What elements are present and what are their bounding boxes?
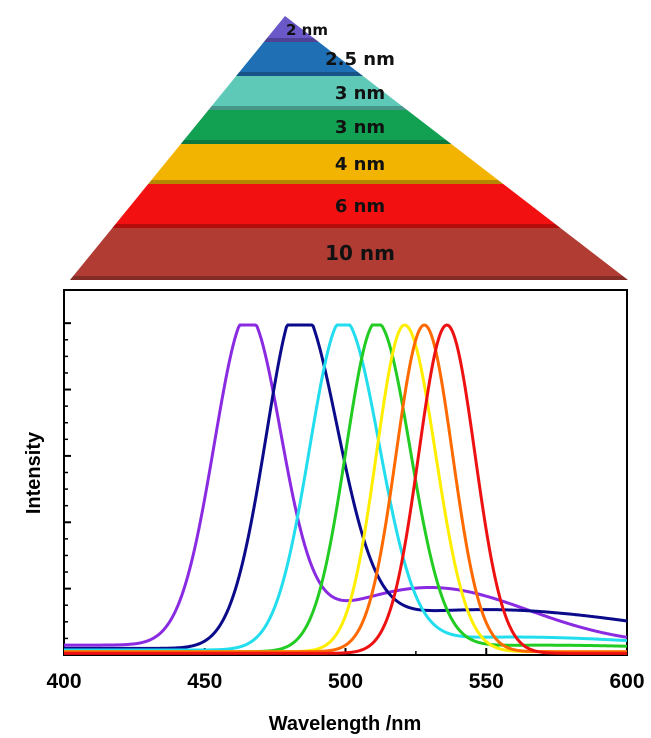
pyramid-layer-shadow — [112, 224, 561, 228]
x-tick-label: 500 — [328, 670, 363, 693]
pyramid-layer-shadow — [236, 72, 363, 76]
pyramid-layer-shadow — [263, 38, 319, 42]
spectrum-line — [64, 323, 628, 650]
x-axis-label: Wavelength /nm — [269, 713, 422, 735]
spectrum-line — [64, 323, 628, 652]
spectra-curves — [64, 323, 628, 655]
pyramid-layer-band — [70, 228, 628, 280]
pyramid-layer-label: 2.5 nm — [325, 49, 395, 70]
pyramid-layer-label: 2 nm — [286, 21, 328, 39]
pyramid-layer-label: 6 nm — [335, 196, 385, 217]
spectrum-line — [64, 323, 627, 655]
emission-spectra-chart: 400 450 500 550 600 Wavelength /nm Intensity — [23, 289, 645, 735]
pyramid-layer-band — [208, 76, 408, 110]
pyramid-layer-label: 3 nm — [335, 83, 385, 104]
pyramid-layer-label: 4 nm — [335, 154, 385, 175]
nanocrystal-size-pyramid: 2 nm 2.5 nm 3 nm 3 nm 4 nm 6 nm 10 nm — [70, 16, 628, 280]
pyramid-layer-shadow — [208, 106, 408, 110]
x-axis-ticks: 400 450 500 550 600 — [46, 648, 645, 693]
spectrum-line — [64, 323, 627, 654]
pyramid-layer-band — [180, 110, 452, 144]
x-tick-label: 550 — [469, 670, 504, 693]
x-tick-label: 400 — [46, 670, 81, 693]
pyramid-layer: 2.5 nm — [236, 42, 395, 76]
pyramid-layer: 4 nm — [148, 144, 504, 184]
pyramid-layer-label: 10 nm — [325, 241, 395, 265]
pyramid-layer-band — [148, 144, 504, 184]
pyramid-layer: 3 nm — [208, 76, 408, 110]
pyramid-layer-label: 3 nm — [335, 117, 385, 138]
pyramid-layer: 2 nm — [263, 16, 328, 42]
y-axis-label: Intensity — [23, 431, 45, 514]
pyramid-layer-shadow — [180, 140, 452, 144]
x-tick-label: 450 — [187, 670, 222, 693]
pyramid-layer: 10 nm — [70, 228, 628, 280]
pyramid-layer-band — [112, 184, 561, 228]
pyramid-layer-shadow — [70, 276, 628, 280]
pyramid-layer: 6 nm — [112, 184, 561, 228]
spectrum-line — [64, 323, 628, 647]
x-tick-label: 600 — [609, 670, 644, 693]
spectrum-line — [64, 323, 628, 654]
pyramid-layer-shadow — [148, 180, 504, 184]
spectrum-line — [64, 323, 627, 654]
y-axis-ticks — [64, 322, 71, 656]
pyramid-layer-band — [263, 16, 319, 42]
pyramid-layer-band — [236, 42, 363, 76]
pyramid-layer: 3 nm — [180, 110, 452, 144]
